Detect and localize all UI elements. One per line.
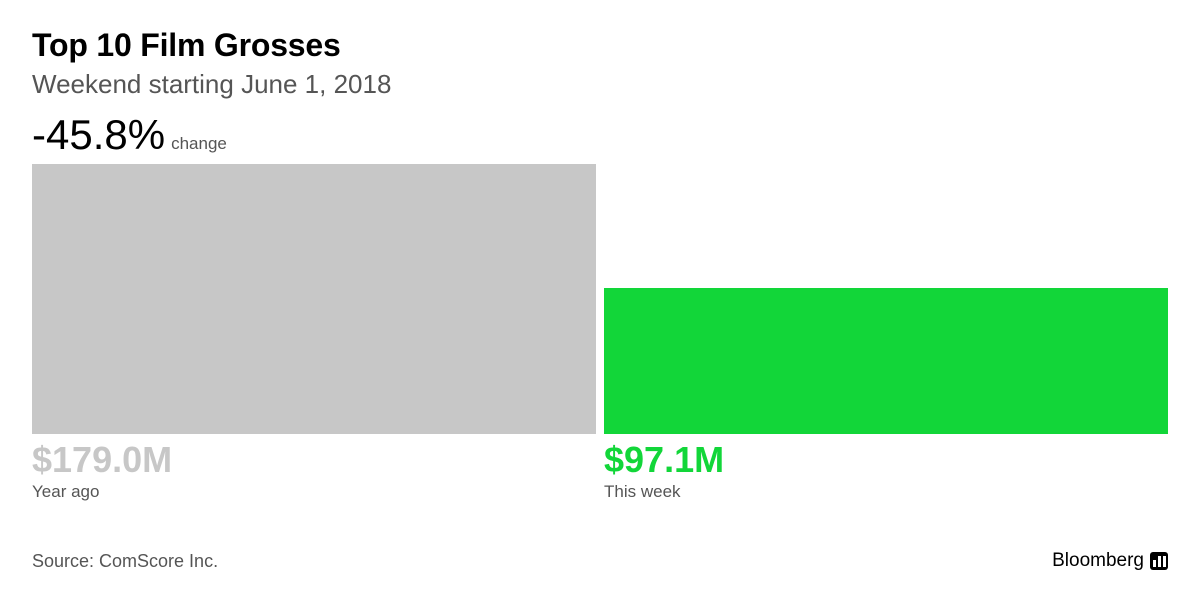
brand-label: Bloomberg (1052, 550, 1144, 572)
chart-subtitle: Weekend starting June 1, 2018 (32, 69, 1168, 100)
source-text: Source: ComScore Inc. (32, 551, 218, 572)
chart-title: Top 10 Film Grosses (32, 28, 1168, 63)
value-amount-this-week: $97.1M (604, 440, 1168, 480)
change-row: -45.8% change (32, 114, 1168, 156)
brand: Bloomberg (1052, 550, 1168, 572)
value-col-year-ago: $179.0M Year ago (32, 440, 596, 502)
value-label-this-week: This week (604, 482, 1168, 502)
change-value: -45.8% (32, 114, 165, 156)
brand-icon (1150, 552, 1168, 570)
value-col-this-week: $97.1M This week (604, 440, 1168, 502)
chart-container: Top 10 Film Grosses Weekend starting Jun… (0, 0, 1200, 596)
value-amount-year-ago: $179.0M (32, 440, 596, 480)
footer: Source: ComScore Inc. Bloomberg (32, 550, 1168, 572)
bar-this-week (604, 288, 1168, 434)
value-row: $179.0M Year ago $97.1M This week (32, 440, 1168, 502)
bar-year-ago (32, 164, 596, 434)
change-label: change (171, 134, 227, 154)
bar-chart (32, 164, 1168, 434)
value-label-year-ago: Year ago (32, 482, 596, 502)
